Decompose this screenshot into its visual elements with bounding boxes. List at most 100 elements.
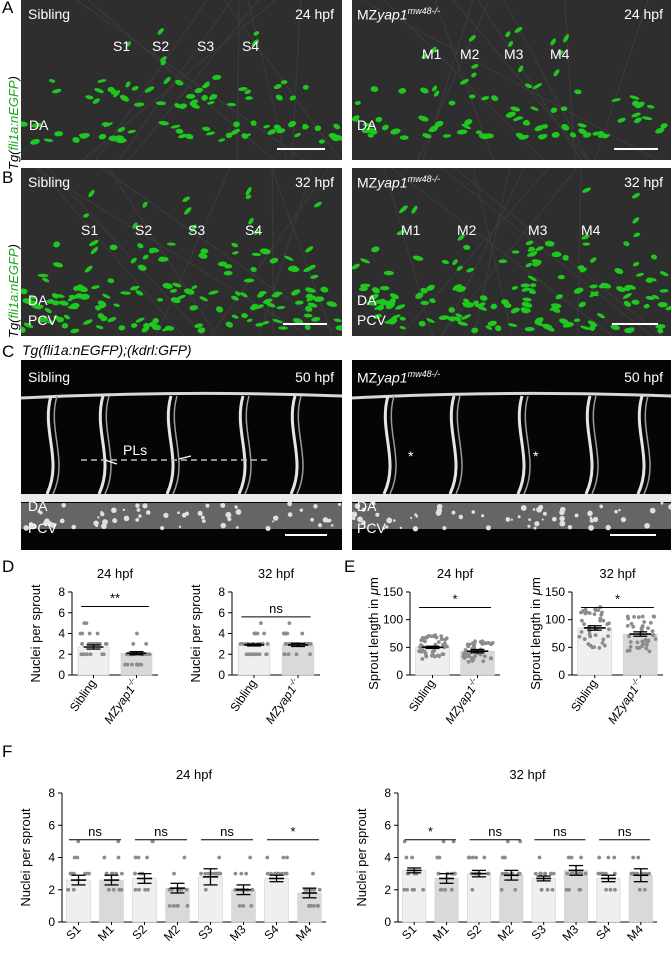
vessel-speckle — [135, 517, 140, 522]
nucleus — [518, 65, 524, 73]
data-point — [601, 637, 606, 642]
vessel-speckle — [197, 510, 203, 516]
x-tick-label: S1 — [63, 922, 84, 943]
chart-title: 32 hpf — [258, 566, 295, 581]
x-tick-label-sup: -/- — [629, 676, 641, 688]
data-point — [441, 642, 446, 647]
nucleus — [98, 133, 107, 140]
data-point — [545, 887, 550, 892]
nucleus — [256, 304, 264, 309]
data-point — [643, 637, 648, 642]
nucleus — [80, 133, 90, 139]
data-point — [119, 887, 124, 892]
data-point — [430, 653, 434, 658]
nucleus — [632, 217, 640, 224]
scale-bar — [612, 323, 658, 325]
vessel-speckle — [326, 520, 330, 523]
isv-vessel — [448, 395, 458, 495]
scale-bar — [285, 534, 327, 536]
micro-time: 32 hpf — [624, 174, 663, 190]
data-point — [283, 871, 288, 876]
vessel-speckle — [587, 510, 593, 517]
sprout-label: M2 — [460, 46, 480, 62]
nucleus — [525, 262, 533, 268]
nucleus — [142, 201, 148, 208]
nucleus — [303, 313, 313, 318]
micro-title: Sibling — [28, 369, 71, 385]
nucleus — [550, 38, 556, 46]
vessel-speckle — [471, 510, 476, 514]
panel-label-b: B — [2, 168, 14, 187]
data-point — [80, 631, 85, 636]
vessel-label: PCV — [357, 312, 386, 328]
nucleus — [531, 250, 538, 257]
bar — [622, 633, 658, 676]
nucleus — [665, 305, 671, 311]
dorsal-aorta — [21, 494, 342, 502]
vessel-speckle — [567, 525, 573, 530]
nucleus — [305, 305, 313, 312]
nucleus — [377, 306, 385, 311]
tissue-line — [477, 0, 582, 160]
tissue-line — [155, 168, 231, 336]
significance-label: ns — [488, 824, 502, 839]
tissue-line — [247, 0, 288, 160]
vessel-speckle — [352, 516, 356, 521]
tissue-line — [87, 0, 275, 160]
nucleus — [399, 326, 406, 330]
data-point — [185, 903, 190, 908]
data-point — [417, 649, 422, 654]
x-tick-label-sup: -/- — [287, 676, 299, 688]
nucleus — [452, 316, 462, 323]
nucleus — [94, 87, 104, 94]
data-point — [171, 903, 176, 908]
data-point — [608, 887, 613, 892]
nucleus — [243, 133, 251, 138]
nucleus — [468, 94, 476, 99]
nucleus — [21, 288, 28, 295]
nucleus — [251, 252, 262, 257]
bar — [77, 646, 110, 676]
vessel-speckle — [435, 509, 442, 516]
isv-vessel — [289, 395, 299, 495]
nucleus — [125, 41, 132, 47]
data-point — [424, 654, 429, 659]
nucleus — [107, 317, 117, 323]
nucleus — [362, 123, 373, 127]
data-point — [629, 871, 634, 876]
nucleus — [614, 268, 624, 275]
y-tick-label: 0 — [218, 668, 225, 682]
nucleus — [473, 300, 480, 305]
nucleus — [206, 131, 216, 136]
nucleus — [529, 283, 537, 288]
y-tick-label: 4 — [48, 851, 55, 865]
nucleus — [532, 260, 542, 267]
nucleus — [92, 98, 101, 104]
vessel-speckle — [273, 515, 279, 521]
pls-label: PLs — [123, 442, 148, 458]
nucleus — [284, 255, 294, 261]
data-point — [627, 648, 632, 653]
nucleus — [294, 300, 304, 305]
significance-label: ns — [553, 824, 567, 839]
nucleus — [507, 323, 518, 327]
vessel-speckle — [458, 514, 464, 520]
data-point — [244, 871, 249, 876]
vessel-label: PCV — [28, 520, 57, 536]
significance-label: ns — [269, 601, 283, 616]
nucleus — [53, 241, 61, 248]
data-point — [287, 621, 292, 626]
data-point — [644, 643, 649, 647]
data-point — [582, 637, 587, 642]
nucleus — [456, 265, 463, 271]
nucleus — [157, 28, 164, 35]
x-tick-label: S4 — [593, 922, 614, 943]
x-tick-label: M2 — [161, 922, 183, 944]
nucleus — [487, 320, 497, 327]
nucleus — [72, 136, 80, 143]
isv-vessel — [382, 395, 392, 495]
data-point — [569, 855, 574, 860]
vessel-speckle — [39, 511, 43, 515]
data-point — [473, 654, 477, 659]
x-tick-label: S2 — [129, 922, 150, 943]
